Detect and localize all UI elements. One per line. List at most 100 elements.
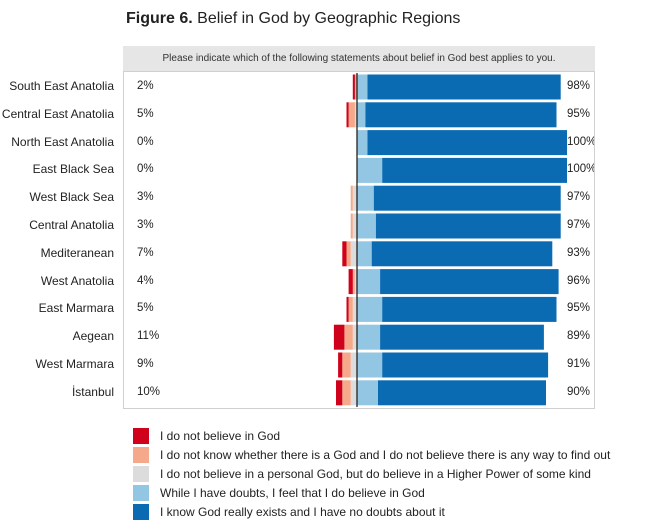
left-total-label: 10%	[137, 385, 161, 398]
bar-segment	[352, 213, 357, 239]
bar-segment	[382, 157, 567, 183]
legend-swatch	[133, 485, 149, 501]
bar-segment	[357, 269, 381, 295]
legend-swatch	[133, 428, 149, 444]
bar-segment	[380, 269, 559, 295]
bar-segment	[354, 102, 357, 128]
category-label: North East Anatolia	[11, 134, 114, 149]
bar-segment	[350, 352, 357, 378]
category-label: West Black Sea	[29, 190, 114, 205]
left-total-label: 11%	[137, 330, 160, 343]
category-label: East Marmara	[38, 301, 114, 316]
bar-segment	[357, 185, 374, 211]
left-total-label: 7%	[137, 246, 154, 259]
right-total-label: 90%	[567, 385, 591, 398]
left-total-label: 0%	[137, 135, 154, 148]
bar-segment	[344, 324, 353, 350]
legend-label: While I have doubts, I feel that I do be…	[160, 486, 425, 500]
right-total-label: 98%	[567, 80, 591, 92]
bar-segment	[346, 102, 349, 128]
bar-segment	[346, 241, 351, 267]
right-total-label: 93%	[567, 246, 591, 259]
right-total-label: 96%	[567, 274, 591, 287]
right-total-label: 89%	[567, 330, 591, 343]
category-label: İstanbul	[71, 384, 114, 399]
right-total-label: 95%	[567, 302, 591, 315]
bar-segment	[354, 74, 357, 100]
category-label: West Anatolia	[40, 273, 114, 288]
bar-segment	[371, 241, 553, 267]
left-total-label: 5%	[137, 302, 154, 315]
legend-label: I know God really exists and I have no d…	[160, 505, 445, 519]
bar-segment	[367, 74, 561, 100]
bar-segment	[338, 352, 343, 378]
bar-segment	[350, 380, 357, 406]
bar-segment	[365, 102, 557, 128]
bar-segment	[346, 296, 349, 322]
right-total-label: 97%	[567, 191, 591, 204]
bar-segment	[342, 352, 351, 378]
bar-segment	[357, 324, 381, 350]
question-header: Please indicate which of the following s…	[123, 46, 595, 71]
bar-segment	[336, 380, 343, 406]
bar-segment	[357, 157, 383, 183]
bar-segment	[375, 213, 561, 239]
bar-segment	[357, 352, 383, 378]
bar-segment	[367, 130, 567, 156]
left-total-label: 4%	[137, 274, 154, 287]
figure-title: Belief in God by Geographic Regions	[197, 10, 461, 27]
bar-segment	[352, 185, 357, 211]
bar-segment	[352, 74, 355, 100]
bar-segment	[380, 324, 544, 350]
bar-segment	[350, 185, 353, 211]
left-total-label: 3%	[137, 219, 154, 231]
bar-segment	[352, 324, 357, 350]
bar-segment	[357, 74, 368, 100]
right-total-label: 100%	[567, 163, 594, 176]
bar-segment	[333, 324, 345, 350]
category-label: Central Anatolia	[29, 218, 114, 232]
bar-segment	[357, 380, 378, 406]
category-label: Aegean	[72, 329, 114, 344]
bar-segment	[382, 352, 549, 378]
bar-segment	[378, 380, 546, 406]
legend-label: I do not believe in God	[160, 429, 281, 443]
bar-segment	[350, 241, 357, 267]
left-total-label: 5%	[137, 107, 154, 120]
legend-label: I do not believe in a personal God, but …	[160, 467, 591, 481]
category-label: Central East Anatolia	[1, 106, 114, 121]
left-total-label: 9%	[137, 358, 154, 370]
bar-segment	[348, 102, 355, 128]
bar-segment	[357, 102, 366, 128]
bar-segment	[357, 213, 376, 239]
bar-segment	[348, 296, 353, 322]
legend-label: I do not know whether there is a God and…	[160, 448, 611, 462]
category-label: Mediteranean	[40, 245, 114, 260]
left-total-label: 3%	[137, 191, 154, 204]
bar-segment	[342, 380, 351, 406]
right-total-label: 97%	[567, 219, 591, 231]
legend-swatch	[133, 447, 149, 463]
bar-segment	[352, 269, 355, 295]
bar-segment	[348, 269, 353, 295]
legend-swatch	[133, 504, 149, 520]
category-label: East Black Sea	[32, 162, 114, 177]
figure-number: Figure 6.	[126, 10, 193, 27]
bar-segment	[357, 130, 368, 156]
right-total-label: 95%	[567, 107, 591, 120]
category-label: West Marmara	[35, 357, 114, 371]
category-label: South East Anatolia	[9, 79, 114, 93]
left-total-label: 0%	[137, 163, 154, 176]
right-total-label: 100%	[567, 135, 594, 148]
bar-segment	[354, 269, 357, 295]
bar-segment	[342, 241, 347, 267]
bar-segment	[357, 296, 383, 322]
bar-segment	[350, 213, 353, 239]
right-total-label: 91%	[567, 358, 591, 370]
chart-title: Figure 6. Belief in God by Geographic Re…	[126, 10, 460, 28]
left-total-label: 2%	[137, 80, 154, 92]
bar-segment	[382, 296, 557, 322]
bar-segment	[352, 296, 357, 322]
bar-segment	[373, 185, 561, 211]
